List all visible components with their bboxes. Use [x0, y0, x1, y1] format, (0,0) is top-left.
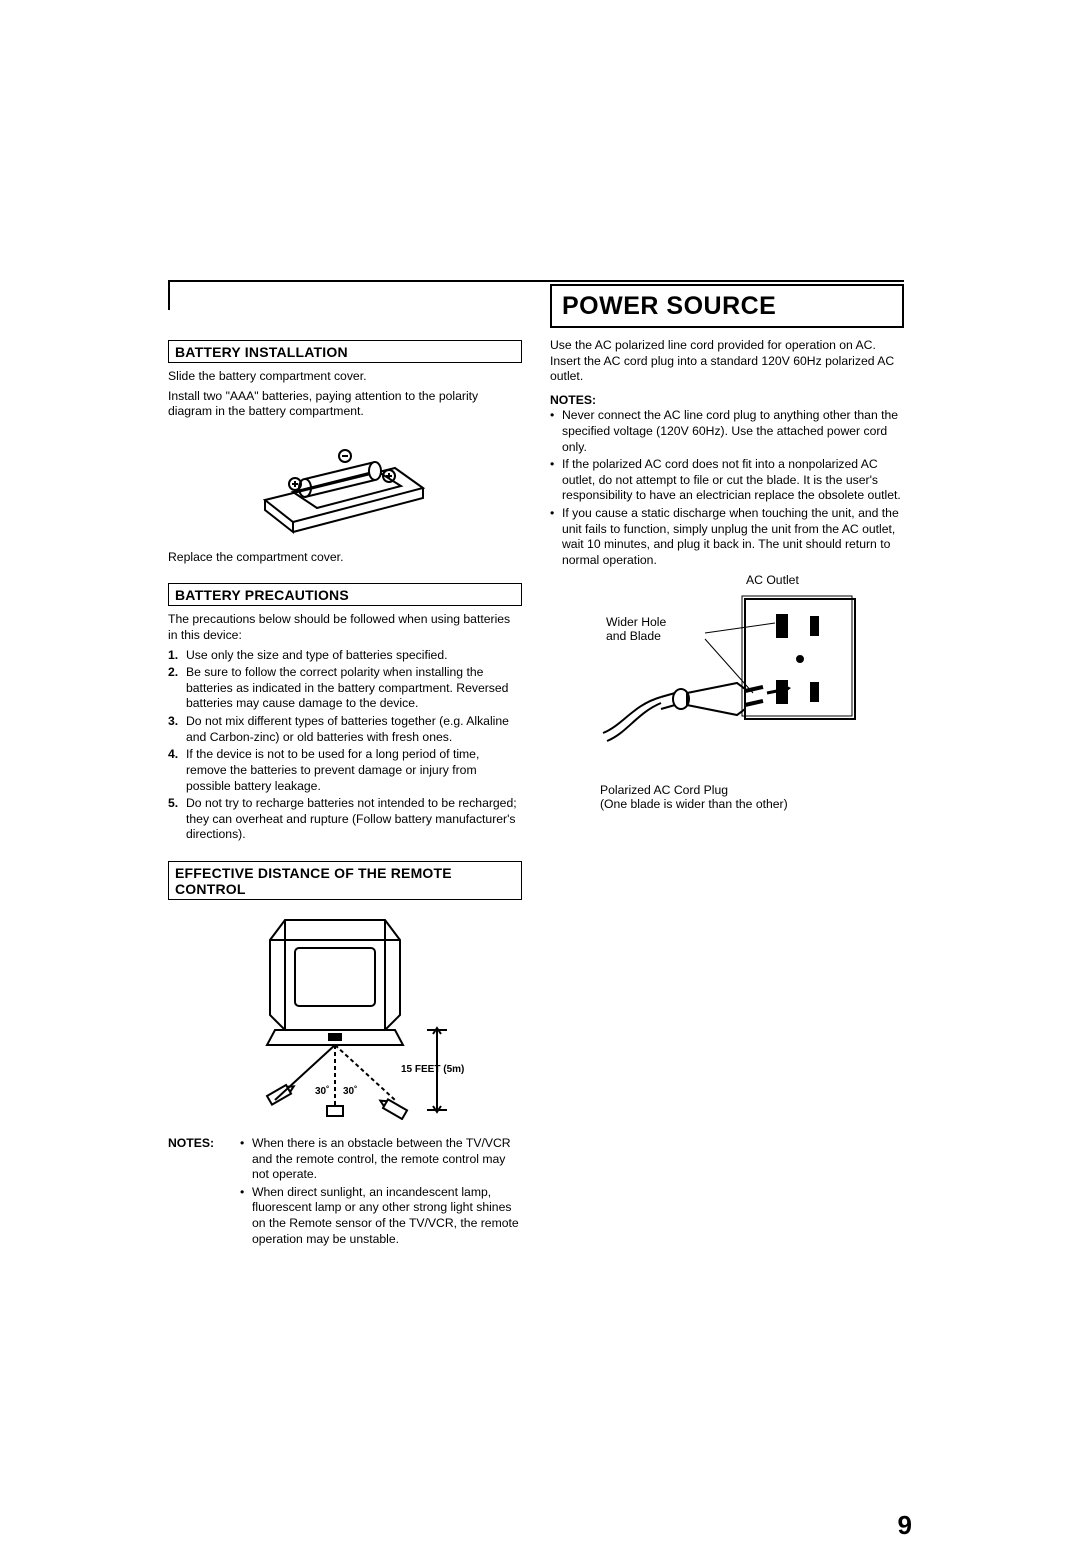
item-text: If you cause a static discharge when tou… — [562, 506, 899, 551]
battery-precautions-list: 1.Use only the size and type of batterie… — [168, 648, 522, 843]
list-item: When there is an obstacle between the TV… — [240, 1136, 522, 1183]
item-text: Do not mix different types of batteries … — [186, 714, 509, 744]
power-notes-label: NOTES: — [550, 393, 904, 409]
distance-text: 15 FEET (5m) — [401, 1064, 464, 1075]
battery-precautions-heading: BATTERY PRECAUTIONS — [168, 583, 522, 606]
list-item: 3.Do not mix different types of batterie… — [168, 714, 522, 745]
plug-caption: Polarized AC Cord Plug (One blade is wid… — [550, 783, 904, 811]
heading-text: BATTERY PRECAUTIONS — [175, 587, 515, 603]
list-item: If you cause a static discharge when tou… — [550, 506, 904, 568]
remote-distance-figure: 30˚ 30˚ 15 FEET (5m) — [168, 910, 522, 1120]
battery-install-p2: Install two "AAA" batteries, paying atte… — [168, 389, 522, 420]
item-text: Be sure to follow the correct polarity w… — [186, 665, 508, 710]
page-content: BATTERY INSTALLATION Slide the battery c… — [168, 280, 904, 1249]
item-text: If the polarized AC cord does not fit in… — [562, 457, 901, 502]
ac-outlet-label: AC Outlet — [746, 573, 799, 587]
battery-precautions-intro: The precautions below should be followed… — [168, 612, 522, 643]
item-text: When there is an obstacle between the TV… — [252, 1136, 511, 1181]
left-column: BATTERY INSTALLATION Slide the battery c… — [168, 280, 522, 1249]
item-text: Never connect the AC line cord plug to a… — [562, 408, 898, 422]
heading-text: EFFECTIVE DISTANCE OF THE REMOTE CONTROL — [175, 865, 515, 897]
item-text: Use only the size and type of batteries … — [186, 648, 448, 662]
list-item: 5.Do not try to recharge batteries not i… — [168, 796, 522, 843]
list-item: 4.If the device is not to be used for a … — [168, 747, 522, 794]
item-text: Do not try to recharge batteries not int… — [186, 796, 517, 841]
power-source-title: POWER SOURCE — [550, 284, 904, 328]
plug-caption-2: (One blade is wider than the other) — [600, 797, 904, 811]
item-text: If the device is not to be used for a lo… — [186, 747, 479, 792]
page-number: 9 — [898, 1510, 912, 1541]
remote-notes-list: When there is an obstacle between the TV… — [240, 1136, 522, 1249]
notes-label: NOTES: — [168, 1136, 240, 1249]
list-item: 1.Use only the size and type of batterie… — [168, 648, 522, 664]
list-item: 2.Be sure to follow the correct polarity… — [168, 665, 522, 712]
item-text-cont: normal operation. — [562, 553, 657, 567]
list-item: If the polarized AC cord does not fit in… — [550, 457, 904, 504]
remote-distance-heading: EFFECTIVE DISTANCE OF THE REMOTE CONTROL — [168, 861, 522, 900]
item-text: When direct sunlight, an incandescent la… — [252, 1185, 519, 1246]
remote-notes: NOTES: When there is an obstacle between… — [168, 1136, 522, 1249]
battery-compartment-figure — [168, 430, 522, 540]
list-item: Never connect the AC line cord plug to a… — [550, 408, 904, 455]
ac-plug-figure: AC Outlet Wider Hole and Blade — [550, 573, 904, 773]
item-text-cont: specified voltage (120V 60Hz). Use the a… — [562, 424, 887, 454]
battery-install-p3: Replace the compartment cover. — [168, 550, 522, 566]
battery-installation-heading: BATTERY INSTALLATION — [168, 340, 522, 363]
angle-right-text: 30˚ — [343, 1085, 357, 1097]
battery-install-p1: Slide the battery compartment cover. — [168, 369, 522, 385]
plug-caption-1: Polarized AC Cord Plug — [600, 783, 904, 797]
power-notes-list: Never connect the AC line cord plug to a… — [550, 408, 904, 568]
wider-hole-label: Wider Hole and Blade — [606, 615, 686, 643]
list-item: When direct sunlight, an incandescent la… — [240, 1185, 522, 1247]
power-intro: Use the AC polarized line cord provided … — [550, 338, 904, 385]
right-column: POWER SOURCE Use the AC polarized line c… — [550, 280, 904, 1249]
title-text: POWER SOURCE — [562, 292, 892, 321]
angle-left-text: 30˚ — [315, 1085, 329, 1097]
heading-text: BATTERY INSTALLATION — [175, 344, 515, 360]
